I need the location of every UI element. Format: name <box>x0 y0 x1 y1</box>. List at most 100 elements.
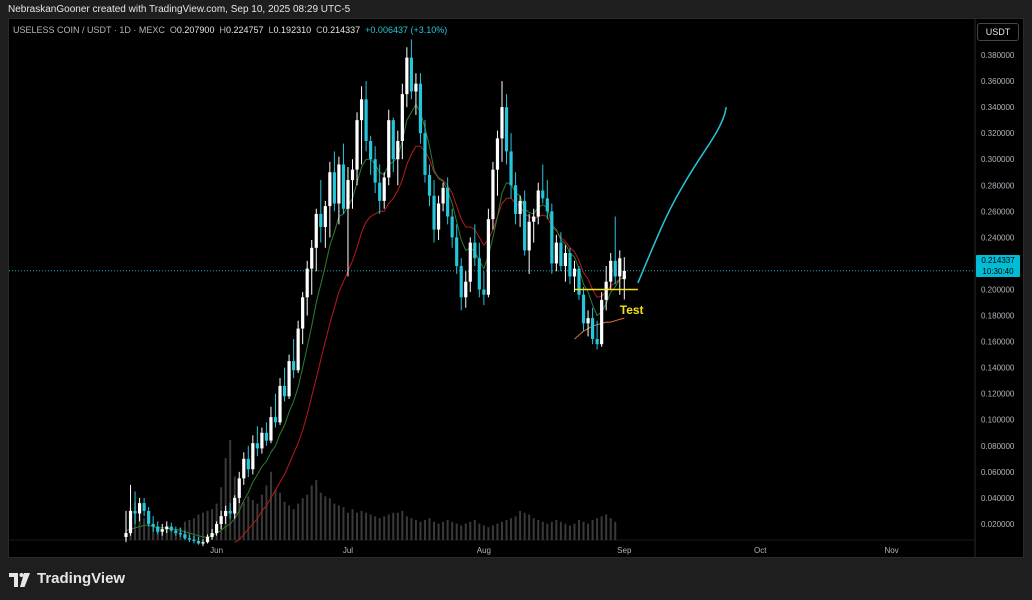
volume-bar <box>510 518 513 540</box>
volume-bar <box>582 521 585 540</box>
volume-bar <box>573 523 576 540</box>
volume-bar <box>546 523 549 540</box>
price-chart[interactable]: 0.380000 0.360000 0.340000 0.320000 0.300000… <box>9 19 1023 557</box>
volume-bar <box>550 521 553 540</box>
candle-body <box>341 164 346 209</box>
volume-bar <box>143 518 146 540</box>
candle-body <box>378 182 382 201</box>
tradingview-icon <box>9 572 30 587</box>
candle-body <box>332 172 336 204</box>
candle-body <box>495 138 500 170</box>
x-tick-label: Nov <box>884 546 898 555</box>
volume-bar <box>229 440 232 540</box>
candle-countdown: 10:30:40 <box>982 267 1014 276</box>
candle-body <box>219 516 223 524</box>
y-tick-label: 0.120000 <box>981 390 1015 399</box>
symbol-legend: USELESS COIN / USDT · 1D · MEXC O0.20790… <box>13 25 447 35</box>
volume-bar <box>315 480 318 540</box>
y-tick-label: 0.280000 <box>981 181 1015 190</box>
y-tick-label: 0.020000 <box>981 520 1015 529</box>
y-tick-label: 0.320000 <box>981 129 1015 138</box>
volume-bar <box>496 523 499 540</box>
volume-bar <box>405 516 408 540</box>
high-label: H <box>219 25 226 35</box>
change-value: +0.006437 (+3.10%) <box>365 25 448 35</box>
volume-bar <box>469 521 472 540</box>
candle-body <box>382 177 386 201</box>
long-ma-line <box>574 317 625 340</box>
candle-body <box>314 213 318 248</box>
volume-bar <box>500 521 503 540</box>
volume-bar <box>328 498 331 540</box>
candle-body <box>346 180 350 209</box>
volume-bar <box>165 527 168 540</box>
currency-button[interactable]: USDT <box>977 23 1019 41</box>
y-tick-label: 0.100000 <box>981 416 1015 425</box>
candle-body <box>455 237 459 267</box>
candle-body <box>572 268 577 277</box>
y-tick-label: 0.340000 <box>981 103 1015 112</box>
candle-body <box>387 120 391 178</box>
volume-bar <box>410 518 413 540</box>
volume-bar <box>433 521 436 540</box>
volume-bar <box>374 516 377 540</box>
candle-body <box>233 497 237 514</box>
candle-body <box>581 294 586 324</box>
candle-body <box>446 187 450 217</box>
volume-bar <box>170 528 173 540</box>
candle-body <box>305 268 309 298</box>
volume-bar <box>260 494 263 540</box>
x-tick-label: Aug <box>477 546 491 555</box>
volume-bar <box>279 492 282 540</box>
volume-bar <box>238 490 241 540</box>
volume-bar <box>605 514 608 540</box>
volume-bar <box>387 514 390 540</box>
candle-body <box>264 432 269 441</box>
candle-body <box>196 540 201 544</box>
candle-body <box>409 57 413 92</box>
candle-body <box>142 503 146 511</box>
volume-bar <box>356 512 359 540</box>
volume-bar <box>351 509 354 540</box>
chart-frame[interactable]: 0.380000 0.360000 0.340000 0.320000 0.300000… <box>8 18 1024 558</box>
candle-body <box>242 458 246 479</box>
volume-bar <box>346 512 349 540</box>
volume-bar <box>600 516 603 540</box>
candle-body <box>459 266 463 298</box>
candle-body <box>187 538 192 540</box>
candle-body <box>364 99 368 141</box>
tradingview-logo[interactable]: TradingView <box>9 570 125 587</box>
candle-body <box>296 328 300 371</box>
volume-bar <box>378 518 381 540</box>
candle-body <box>396 140 400 160</box>
candle-body <box>563 253 568 267</box>
volume-bar <box>609 518 612 540</box>
candle-body <box>545 198 549 212</box>
candle-body <box>178 533 182 535</box>
volume-bar <box>451 521 454 540</box>
candle-body <box>147 510 151 524</box>
candle-body <box>137 503 142 514</box>
candle-body <box>436 203 441 230</box>
candle-body <box>622 270 626 280</box>
candle-body <box>532 216 536 222</box>
volume-bar <box>514 516 517 540</box>
volume-bar <box>587 523 590 540</box>
candle-body <box>260 432 264 449</box>
volume-bar <box>242 501 245 540</box>
candle-body <box>418 83 423 134</box>
candle-body <box>536 190 540 217</box>
candle-body <box>251 443 255 470</box>
volume-bar <box>578 520 580 540</box>
candle-body <box>287 361 291 397</box>
candle-body <box>504 107 509 152</box>
volume-bar <box>383 516 386 540</box>
volume-bar <box>283 501 286 540</box>
volume-bar <box>532 518 535 540</box>
candle-body <box>174 530 178 534</box>
volume-bar <box>519 510 522 540</box>
volume-bar <box>460 525 463 540</box>
volume-bar <box>301 498 304 540</box>
volume-bar <box>442 521 445 540</box>
candle-body <box>160 529 164 532</box>
